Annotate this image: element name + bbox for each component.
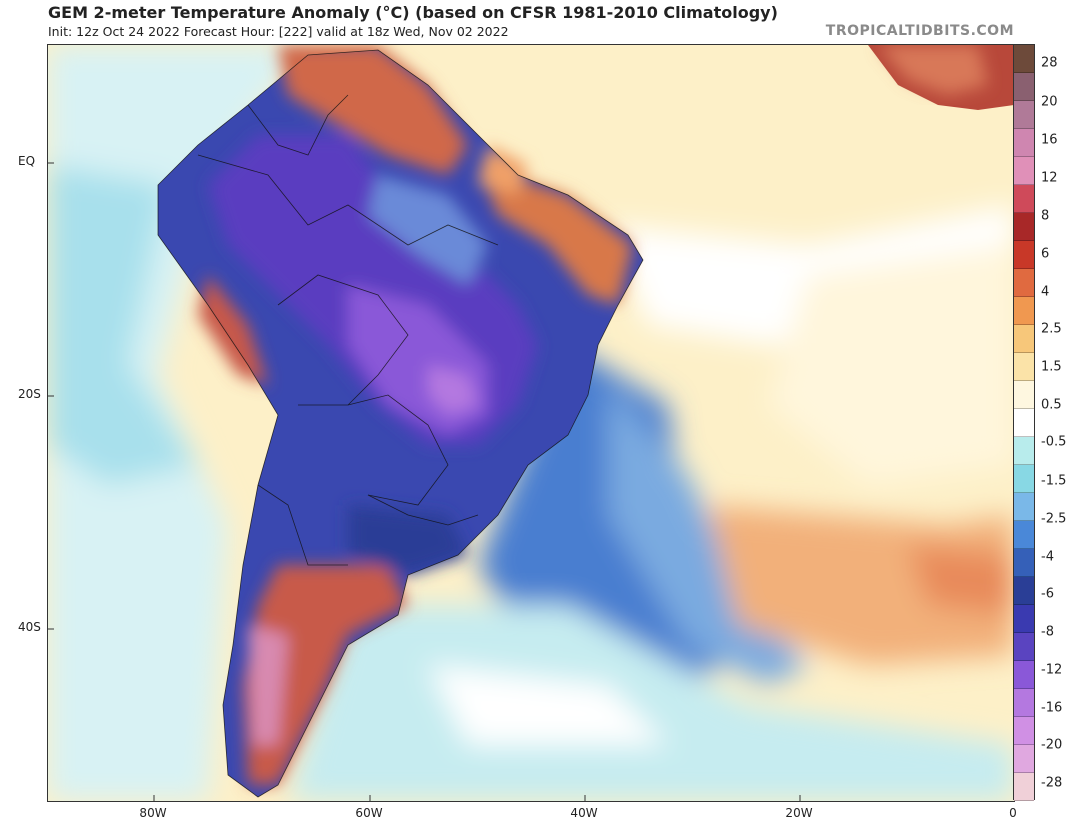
map-subtitle: Init: 12z Oct 24 2022 Forecast Hour: [22… xyxy=(48,24,509,39)
colorbar-swatch xyxy=(1014,185,1034,213)
colorbar-label: -28 xyxy=(1041,775,1063,791)
colorbar-swatch xyxy=(1014,661,1034,689)
colorbar xyxy=(1013,44,1035,801)
colorbar-label: 16 xyxy=(1041,132,1058,148)
colorbar-swatch xyxy=(1014,717,1034,745)
colorbar-label: 1.5 xyxy=(1041,359,1062,375)
colorbar-swatch xyxy=(1014,241,1034,269)
colorbar-label: -2.5 xyxy=(1041,511,1067,527)
colorbar-swatch xyxy=(1014,297,1034,325)
colorbar-label: 0.5 xyxy=(1041,397,1062,413)
lon-label-40w: 40W xyxy=(570,806,598,820)
colorbar-swatch xyxy=(1014,745,1034,773)
colorbar-label: -20 xyxy=(1041,737,1063,753)
colorbar-label: 4 xyxy=(1041,284,1050,300)
colorbar-label: -16 xyxy=(1041,700,1063,716)
colorbar-swatch xyxy=(1014,521,1034,549)
colorbar-swatch xyxy=(1014,213,1034,241)
colorbar-swatch xyxy=(1014,633,1034,661)
colorbar-swatch xyxy=(1014,549,1034,577)
colorbar-label: -4 xyxy=(1041,549,1054,565)
brand-watermark: TROPICALTIDBITS.COM xyxy=(825,23,1014,39)
colorbar-swatch xyxy=(1014,157,1034,185)
colorbar-swatch xyxy=(1014,577,1034,605)
colorbar-swatch xyxy=(1014,353,1034,381)
colorbar-label: 6 xyxy=(1041,246,1050,262)
colorbar-label: -6 xyxy=(1041,586,1054,602)
colorbar-swatch xyxy=(1014,45,1034,73)
colorbar-swatch xyxy=(1014,129,1034,157)
colorbar-swatch xyxy=(1014,437,1034,465)
colorbar-swatch xyxy=(1014,325,1034,353)
colorbar-swatch xyxy=(1014,465,1034,493)
colorbar-swatch xyxy=(1014,605,1034,633)
colorbar-label: 2.5 xyxy=(1041,321,1062,337)
colorbar-swatch xyxy=(1014,493,1034,521)
lon-label-60w: 60W xyxy=(355,806,383,820)
colorbar-swatch xyxy=(1014,381,1034,409)
colorbar-label: 8 xyxy=(1041,208,1050,224)
map-svg xyxy=(48,45,1014,801)
colorbar-label: -1.5 xyxy=(1041,473,1067,489)
lon-label-0: 0 xyxy=(1009,806,1017,820)
colorbar-label: -0.5 xyxy=(1041,434,1067,450)
colorbar-label: 20 xyxy=(1041,94,1058,110)
colorbar-label: -12 xyxy=(1041,662,1063,678)
lat-label-20s: 20S xyxy=(18,387,41,401)
lon-label-80w: 80W xyxy=(139,806,167,820)
anomaly-map xyxy=(47,44,1015,802)
colorbar-swatch xyxy=(1014,409,1034,437)
colorbar-swatch xyxy=(1014,73,1034,101)
colorbar-swatch xyxy=(1014,101,1034,129)
colorbar-swatch xyxy=(1014,773,1034,801)
africa-corner xyxy=(868,45,1014,110)
lat-label-eq: EQ xyxy=(18,154,36,168)
map-title: GEM 2-meter Temperature Anomaly (°C) (ba… xyxy=(48,3,778,22)
colorbar-label: 12 xyxy=(1041,170,1058,186)
colorbar-label: 28 xyxy=(1041,55,1058,71)
colorbar-swatch xyxy=(1014,689,1034,717)
lon-label-20w: 20W xyxy=(785,806,813,820)
lat-label-40s: 40S xyxy=(18,620,41,634)
colorbar-swatch xyxy=(1014,269,1034,297)
colorbar-label: -8 xyxy=(1041,624,1054,640)
south-america xyxy=(157,45,644,798)
